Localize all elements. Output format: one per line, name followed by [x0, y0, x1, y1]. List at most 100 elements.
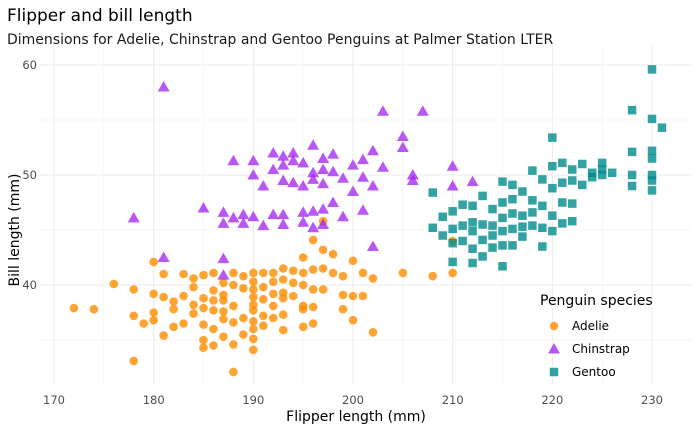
- data-point-chinstrap: [356, 171, 369, 182]
- data-point-gentoo: [468, 244, 477, 253]
- data-point-chinstrap: [396, 141, 409, 152]
- data-point-adelie: [109, 279, 119, 289]
- data-point-adelie: [169, 297, 178, 306]
- data-point-adelie: [308, 265, 318, 274]
- data-point-adelie: [318, 245, 328, 255]
- data-point-gentoo: [508, 194, 517, 204]
- data-point-chinstrap: [267, 163, 280, 174]
- data-point-gentoo: [498, 213, 507, 223]
- legend-key-chinstrap: [548, 343, 560, 354]
- data-point-chinstrap: [267, 147, 280, 158]
- data-point-chinstrap: [217, 206, 230, 217]
- data-point-chinstrap: [307, 139, 320, 150]
- data-point-adelie: [89, 304, 99, 314]
- x-tick-label: 220: [541, 393, 563, 407]
- data-point-chinstrap: [217, 269, 230, 280]
- data-point-adelie: [358, 291, 368, 301]
- data-point-chinstrap: [327, 165, 340, 177]
- data-point-gentoo: [538, 175, 547, 184]
- data-point-chinstrap: [446, 160, 459, 171]
- data-point-chinstrap: [227, 154, 240, 166]
- data-point-gentoo: [488, 231, 497, 240]
- data-point-chinstrap: [297, 180, 310, 191]
- data-point-chinstrap: [446, 180, 459, 191]
- data-point-adelie: [278, 264, 288, 273]
- data-point-adelie: [249, 334, 258, 344]
- data-point-adelie: [348, 256, 358, 266]
- data-point-gentoo: [587, 168, 597, 178]
- data-point-gentoo: [518, 222, 527, 231]
- data-point-gentoo: [498, 198, 507, 207]
- data-point-adelie: [318, 264, 328, 273]
- data-point-adelie: [308, 235, 318, 245]
- series-chinstrap: [127, 81, 479, 280]
- data-point-chinstrap: [307, 205, 320, 216]
- data-point-chinstrap: [317, 152, 330, 163]
- data-point-chinstrap: [406, 174, 419, 185]
- data-point-adelie: [288, 278, 298, 288]
- data-point-adelie: [259, 321, 268, 331]
- data-point-adelie: [249, 306, 258, 315]
- data-point-adelie: [149, 315, 158, 325]
- legend-key-adelie: [549, 321, 559, 331]
- data-point-gentoo: [548, 183, 557, 193]
- data-point-gentoo: [478, 191, 487, 201]
- series-gentoo: [428, 65, 667, 271]
- data-point-adelie: [368, 328, 378, 337]
- legend-label-gentoo: Gentoo: [572, 365, 616, 379]
- x-tick-label: 170: [43, 393, 65, 407]
- x-tick-label: 210: [442, 393, 464, 407]
- data-point-gentoo: [458, 200, 467, 209]
- data-point-chinstrap: [307, 221, 320, 233]
- data-point-gentoo: [428, 223, 437, 233]
- data-point-adelie: [169, 304, 178, 314]
- data-point-gentoo: [647, 186, 657, 195]
- x-tick-label: 200: [342, 393, 364, 407]
- data-point-chinstrap: [416, 105, 429, 116]
- data-point-adelie: [268, 268, 278, 278]
- data-point-gentoo: [448, 257, 457, 267]
- data-point-adelie: [179, 291, 188, 301]
- data-point-chinstrap: [277, 218, 290, 229]
- data-point-adelie: [338, 271, 348, 281]
- data-point-gentoo: [558, 178, 567, 187]
- data-point-gentoo: [458, 221, 467, 230]
- data-point-adelie: [159, 292, 168, 302]
- data-point-chinstrap: [287, 147, 300, 158]
- data-point-adelie: [398, 268, 408, 278]
- data-point-gentoo: [647, 146, 657, 156]
- data-point-adelie: [149, 308, 158, 317]
- legend-label-adelie: Adelie: [572, 319, 609, 333]
- data-point-adelie: [268, 277, 278, 287]
- data-point-gentoo: [528, 166, 537, 175]
- data-point-chinstrap: [197, 202, 210, 213]
- data-point-chinstrap: [337, 172, 350, 183]
- data-point-adelie: [249, 292, 258, 302]
- data-point-gentoo: [468, 201, 477, 211]
- data-point-gentoo: [548, 226, 557, 236]
- data-point-chinstrap: [247, 169, 260, 180]
- data-point-adelie: [288, 291, 298, 301]
- data-point-adelie: [209, 341, 218, 350]
- data-point-chinstrap: [227, 211, 240, 223]
- data-point-chinstrap: [337, 210, 350, 222]
- data-point-chinstrap: [376, 161, 389, 172]
- data-point-adelie: [308, 302, 318, 312]
- data-point-gentoo: [488, 221, 497, 230]
- grid: [40, 45, 692, 385]
- data-point-gentoo: [538, 223, 547, 233]
- data-point-gentoo: [498, 226, 507, 236]
- data-point-gentoo: [568, 176, 577, 185]
- data-point-adelie: [348, 315, 358, 325]
- data-point-adelie: [298, 322, 308, 332]
- data-point-gentoo: [558, 158, 567, 168]
- data-point-chinstrap: [287, 154, 300, 166]
- data-point-chinstrap: [307, 166, 320, 178]
- data-point-adelie: [298, 304, 308, 314]
- data-point-gentoo: [607, 168, 617, 178]
- data-point-chinstrap: [366, 180, 379, 191]
- data-point-adelie: [219, 332, 228, 342]
- data-point-adelie: [249, 285, 258, 294]
- data-point-chinstrap: [277, 174, 290, 185]
- data-point-gentoo: [448, 224, 457, 234]
